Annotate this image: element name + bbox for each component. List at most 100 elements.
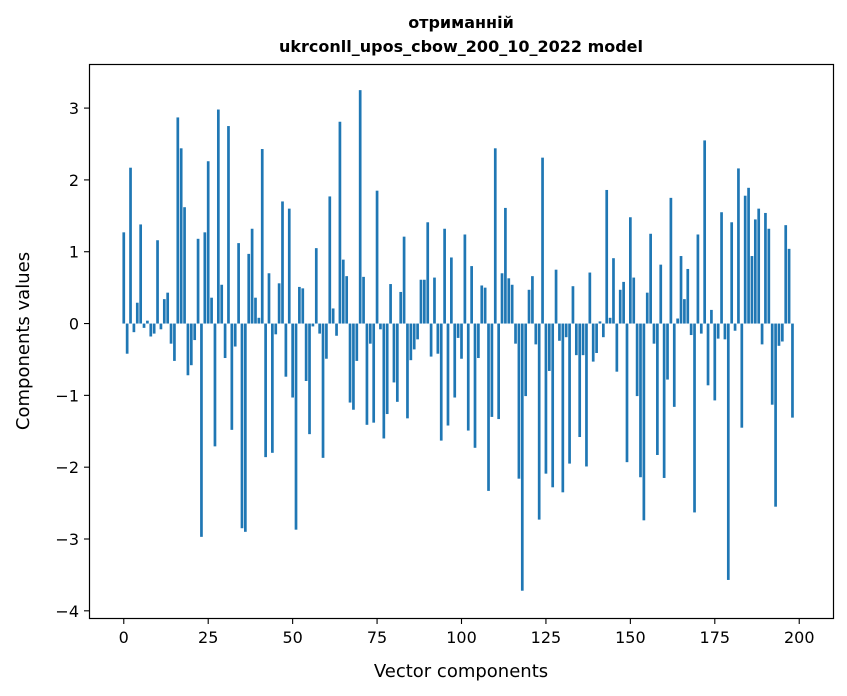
bar bbox=[335, 323, 338, 336]
bar bbox=[456, 323, 460, 338]
bars-group bbox=[122, 90, 794, 591]
bar bbox=[544, 323, 548, 474]
bar bbox=[281, 201, 284, 324]
bar bbox=[490, 323, 494, 417]
bar bbox=[733, 323, 737, 331]
bar bbox=[135, 302, 139, 324]
bar bbox=[196, 238, 200, 324]
y-tick-label: 0 bbox=[69, 315, 79, 334]
bar bbox=[375, 190, 379, 324]
x-tick-label: 125 bbox=[531, 628, 562, 647]
bar bbox=[561, 323, 565, 493]
bar bbox=[240, 323, 244, 529]
bar bbox=[568, 323, 571, 464]
bar bbox=[696, 234, 700, 324]
bar bbox=[730, 222, 734, 324]
bar bbox=[146, 320, 149, 324]
bar bbox=[436, 323, 440, 354]
x-tick-label: 175 bbox=[700, 628, 731, 647]
bar bbox=[760, 323, 764, 345]
plot-frame bbox=[88, 63, 835, 620]
bar bbox=[629, 217, 632, 324]
bar bbox=[260, 149, 264, 324]
bar bbox=[216, 109, 220, 324]
bar bbox=[379, 323, 382, 330]
bar bbox=[450, 257, 453, 324]
bar bbox=[683, 299, 686, 324]
y-tick-label: −3 bbox=[55, 530, 79, 549]
bar bbox=[399, 291, 403, 324]
bar bbox=[487, 323, 490, 491]
bar bbox=[331, 308, 335, 324]
bar bbox=[355, 323, 359, 361]
x-tick-label: 100 bbox=[446, 628, 477, 647]
bar bbox=[767, 228, 771, 324]
bar bbox=[764, 212, 767, 324]
bar bbox=[470, 266, 473, 324]
bar bbox=[220, 284, 224, 324]
bar bbox=[267, 273, 271, 324]
chart-title-line2: ukrconll_upos_cbow_200_10_2022 model bbox=[279, 37, 643, 56]
bar bbox=[504, 207, 507, 324]
y-tick-label: −4 bbox=[55, 602, 79, 621]
bar bbox=[723, 323, 727, 340]
bar bbox=[720, 212, 723, 324]
bar bbox=[588, 272, 592, 324]
bar bbox=[699, 323, 703, 334]
bar bbox=[169, 323, 173, 344]
bar bbox=[578, 323, 582, 438]
bar bbox=[423, 279, 426, 324]
bar bbox=[237, 243, 240, 324]
bar bbox=[747, 187, 750, 324]
bar bbox=[301, 288, 305, 324]
bar bbox=[460, 323, 463, 359]
bar bbox=[625, 323, 629, 463]
bar bbox=[537, 323, 541, 520]
bar bbox=[173, 323, 176, 361]
bar bbox=[497, 323, 500, 420]
bar bbox=[429, 323, 433, 357]
bar bbox=[247, 253, 251, 324]
bar bbox=[227, 126, 230, 324]
bar bbox=[740, 323, 744, 428]
bar bbox=[183, 207, 186, 324]
bar bbox=[395, 323, 399, 402]
bar bbox=[622, 281, 625, 324]
bar bbox=[122, 232, 126, 324]
x-axis-ticks: 0 25 50 75 100 125 150 175 200 bbox=[119, 618, 815, 647]
bar bbox=[639, 323, 642, 478]
bar bbox=[348, 323, 352, 403]
bar bbox=[574, 323, 578, 356]
y-tick-label: 1 bbox=[69, 243, 79, 262]
x-tick-label: 150 bbox=[615, 628, 646, 647]
bar bbox=[392, 323, 396, 383]
bar bbox=[784, 225, 788, 324]
bar bbox=[189, 323, 193, 366]
bar bbox=[581, 323, 585, 356]
bar bbox=[791, 323, 794, 418]
bar bbox=[706, 323, 710, 386]
bar bbox=[473, 323, 477, 448]
bar bbox=[679, 256, 683, 324]
x-tick-label: 50 bbox=[282, 628, 302, 647]
bar bbox=[662, 323, 666, 478]
bar bbox=[483, 287, 487, 324]
bar bbox=[385, 323, 389, 415]
bar bbox=[412, 323, 416, 350]
bar bbox=[716, 323, 720, 339]
bar bbox=[446, 323, 450, 426]
bar bbox=[774, 323, 777, 507]
bar bbox=[585, 323, 588, 467]
bar bbox=[213, 323, 217, 447]
bar bbox=[294, 323, 298, 530]
bar bbox=[642, 323, 646, 521]
bar bbox=[493, 148, 497, 324]
bar bbox=[558, 323, 561, 341]
bar bbox=[500, 273, 504, 324]
bar bbox=[345, 276, 349, 324]
y-tick-label: −1 bbox=[55, 386, 79, 405]
bar bbox=[713, 323, 717, 401]
y-axis-label: Components values bbox=[13, 252, 34, 430]
bar bbox=[206, 161, 210, 324]
